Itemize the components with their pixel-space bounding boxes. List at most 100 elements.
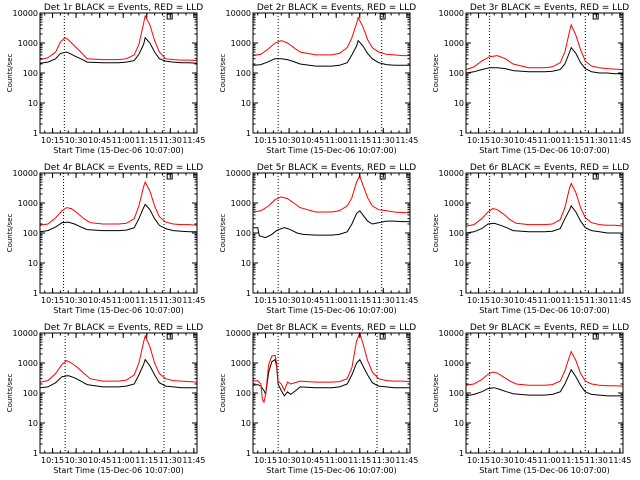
corner-box-marker — [166, 13, 173, 20]
y-tick-label: 10000 — [13, 329, 38, 338]
x-tick-label: 11:15 — [348, 136, 371, 145]
x-tick-label: 11:45 — [182, 136, 205, 145]
corner-box-marker — [592, 333, 599, 340]
lld-series-line — [252, 16, 410, 57]
x-tick-label: 11:30 — [585, 296, 608, 305]
corner-box-marker — [166, 333, 173, 340]
lld-series-line — [39, 14, 198, 62]
chart-title: Det 3r BLACK = Events, RED = LLD — [470, 3, 629, 13]
x-tick-label: 10:45 — [514, 296, 537, 305]
chart-title: Det 5r BLACK = Events, RED = LLD — [257, 163, 416, 173]
lld-series-line — [252, 331, 411, 404]
x-tick-label: 11:45 — [395, 296, 418, 305]
y-axis-label: Counts/sec — [432, 54, 440, 93]
x-tick-label: 11:00 — [112, 296, 135, 305]
x-tick-label: 11:00 — [538, 136, 561, 145]
x-tick-label: 11:45 — [182, 296, 205, 305]
x-tick-label: 11:15 — [561, 456, 584, 465]
x-tick-label: 11:15 — [561, 136, 584, 145]
x-tick-label: 10:30 — [278, 296, 301, 305]
y-tick-label: 10 — [28, 419, 38, 428]
x-tick-label: 10:15 — [254, 456, 277, 465]
chart-panel-5: Det 5r BLACK = Events, RED = LLD 1 10 100 10… — [219, 163, 418, 315]
corner-box-marker — [592, 13, 599, 20]
y-tick-label: 10 — [28, 259, 38, 268]
x-tick-label: 11:45 — [608, 136, 631, 145]
x-tick-label: 11:30 — [159, 136, 182, 145]
y-tick-label: 1000 — [231, 359, 251, 368]
y-tick-label: 1000 — [18, 39, 38, 48]
chart-title: Det 9r BLACK = Events, RED = LLD — [470, 323, 629, 333]
chart-panel-4: Det 4r BLACK = Events, RED = LLD 1 10 100 10… — [6, 163, 205, 315]
chart-title: Det 4r BLACK = Events, RED = LLD — [44, 163, 203, 173]
events-series-line — [465, 368, 623, 397]
x-tick-label: 10:15 — [41, 296, 64, 305]
plot-frame — [39, 332, 198, 454]
x-tick-label: 11:45 — [182, 456, 205, 465]
y-axis-label: Counts/sec — [219, 374, 227, 413]
chart-panel-2: Det 2r BLACK = Events, RED = LLD 1 10 100 10… — [219, 3, 418, 155]
y-tick-label: 10000 — [439, 9, 464, 18]
x-tick-label: 11:00 — [325, 136, 348, 145]
x-tick-label: 10:30 — [491, 296, 514, 305]
chart-title: Det 1r BLACK = Events, RED = LLD — [44, 3, 203, 13]
y-tick-label: 100 — [23, 389, 38, 398]
events-series-line — [465, 46, 623, 75]
y-tick-label: 1000 — [231, 199, 251, 208]
lld-series-line — [465, 23, 624, 71]
x-tick-label: 10:45 — [88, 456, 111, 465]
chart-title: Det 6r BLACK = Events, RED = LLD — [470, 163, 629, 173]
y-axis-label: Counts/sec — [432, 374, 440, 413]
y-tick-label: 10 — [454, 99, 464, 108]
y-tick-label: 1000 — [18, 199, 38, 208]
chart-title: Det 2r BLACK = Events, RED = LLD — [257, 3, 416, 13]
chart-panel-7: Det 7r BLACK = Events, RED = LLD 1 10 100 10… — [6, 323, 205, 475]
y-tick-label: 1 — [246, 129, 251, 138]
x-tick-label: 11:30 — [372, 456, 395, 465]
y-axis-label: Counts/sec — [6, 214, 14, 253]
x-tick-label: 11:15 — [135, 296, 158, 305]
y-axis-label: Counts/sec — [219, 54, 227, 93]
corner-box-marker — [166, 173, 173, 180]
y-tick-label: 10000 — [226, 9, 251, 18]
x-tick-label: 10:15 — [467, 136, 490, 145]
chart-panel-3: Det 3r BLACK = Events, RED = LLD 1 10 100 10… — [432, 3, 631, 155]
y-tick-label: 1 — [246, 449, 251, 458]
y-axis-label: Counts/sec — [6, 54, 14, 93]
x-tick-label: 11:30 — [585, 456, 608, 465]
plot-frame — [252, 332, 411, 454]
y-tick-label: 10 — [454, 259, 464, 268]
y-tick-label: 10 — [241, 259, 251, 268]
corner-box-marker — [379, 333, 386, 340]
x-tick-label: 10:15 — [254, 296, 277, 305]
lld-series-line — [39, 180, 198, 226]
x-tick-label: 11:45 — [395, 456, 418, 465]
x-tick-label: 10:30 — [65, 296, 88, 305]
x-tick-label: 10:45 — [514, 456, 537, 465]
y-tick-label: 1 — [246, 289, 251, 298]
y-tick-label: 10 — [241, 99, 251, 108]
events-series-line — [465, 204, 623, 234]
y-tick-label: 1000 — [18, 359, 38, 368]
y-tick-label: 10000 — [439, 329, 464, 338]
x-tick-label: 10:45 — [88, 136, 111, 145]
y-tick-label: 100 — [23, 229, 38, 238]
x-tick-label: 10:30 — [491, 456, 514, 465]
x-tick-label: 11:30 — [372, 136, 395, 145]
y-tick-label: 10000 — [226, 329, 251, 338]
y-tick-label: 10000 — [13, 9, 38, 18]
x-axis-label: Start Time (15-Dec-06 10:07:00) — [53, 466, 184, 475]
y-tick-label: 1 — [459, 129, 464, 138]
x-tick-label: 11:45 — [608, 456, 631, 465]
y-tick-label: 1000 — [231, 39, 251, 48]
x-tick-label: 11:15 — [135, 136, 158, 145]
x-tick-label: 10:45 — [88, 296, 111, 305]
x-tick-label: 10:30 — [278, 136, 301, 145]
x-tick-label: 11:30 — [585, 136, 608, 145]
x-tick-label: 10:45 — [301, 136, 324, 145]
x-tick-label: 11:45 — [395, 136, 418, 145]
x-tick-label: 10:45 — [301, 456, 324, 465]
y-tick-label: 10000 — [439, 169, 464, 178]
chart-panel-1: Det 1r BLACK = Events, RED = LLD 1 10 100 10… — [6, 3, 205, 155]
events-series-line — [253, 210, 410, 239]
